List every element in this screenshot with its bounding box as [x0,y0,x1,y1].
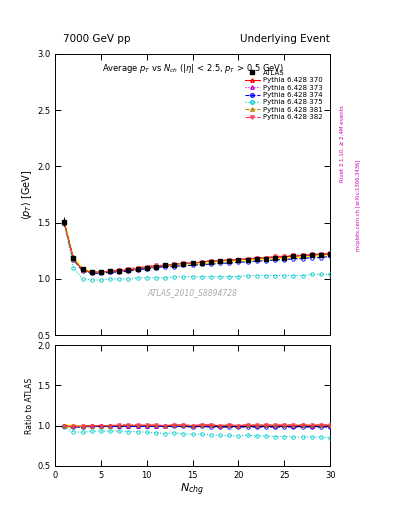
Text: Rivet 3.1.10, ≥ 2.4M events: Rivet 3.1.10, ≥ 2.4M events [340,105,345,182]
Legend: ATLAS, Pythia 6.428 370, Pythia 6.428 373, Pythia 6.428 374, Pythia 6.428 375, P: ATLAS, Pythia 6.428 370, Pythia 6.428 37… [243,69,324,122]
Text: ATLAS_2010_S8894728: ATLAS_2010_S8894728 [147,289,238,297]
Text: Average $p_T$ vs $N_{ch}$ ($|\eta|$ < 2.5, $p_T$ > 0.5 GeV): Average $p_T$ vs $N_{ch}$ ($|\eta|$ < 2.… [101,62,284,75]
X-axis label: $N_{chg}$: $N_{chg}$ [180,481,205,498]
Text: 7000 GeV pp: 7000 GeV pp [63,33,130,44]
Y-axis label: Ratio to ATLAS: Ratio to ATLAS [25,377,34,434]
Text: mcplots.cern.ch [arXiv:1306.3436]: mcplots.cern.ch [arXiv:1306.3436] [356,159,361,250]
Y-axis label: $\langle p_T \rangle$ [GeV]: $\langle p_T \rangle$ [GeV] [20,169,34,220]
Text: Underlying Event: Underlying Event [240,33,330,44]
